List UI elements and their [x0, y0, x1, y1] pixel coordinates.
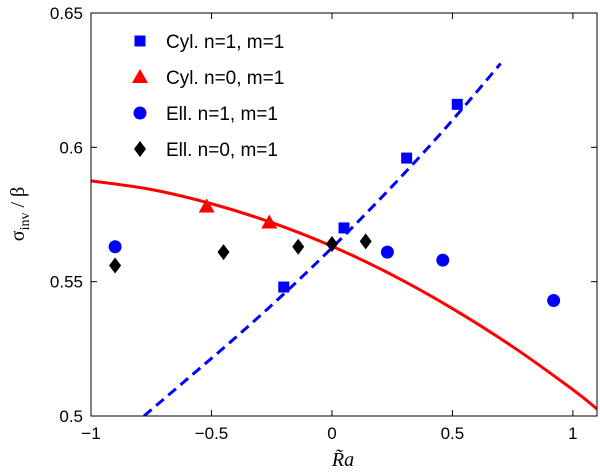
- legend-marker-3: [134, 141, 146, 157]
- legend-marker-0: [134, 35, 146, 47]
- series-2-point: [380, 245, 394, 259]
- y-tick-label: 0.55: [50, 273, 83, 292]
- plot-frame: [90, 12, 598, 417]
- legend-marker-2: [133, 106, 147, 120]
- axis-ticks: −1 −0.5 0 0.5 1 0.5 0.55 0.6 0.65: [50, 4, 597, 443]
- legend-label-1: Cyl. n=0, m=1: [166, 68, 284, 89]
- series-2-point: [108, 240, 122, 254]
- data-markers: [108, 98, 561, 307]
- series-2-point: [436, 253, 450, 267]
- legend: Cyl. n=1, m=1 Cyl. n=0, m=1 Ell. n=1, m=1 E…: [132, 32, 284, 161]
- series-3-point: [217, 244, 230, 261]
- y-tick-label: 0.5: [59, 407, 83, 426]
- series-2-point: [547, 293, 561, 307]
- x-tick-label: −1: [81, 424, 100, 443]
- series-1-point: [198, 198, 215, 213]
- legend-label-2: Ell. n=1, m=1: [166, 104, 278, 125]
- legend-marker-1: [132, 69, 148, 83]
- series-3-point: [109, 257, 122, 274]
- series-1-point: [261, 214, 278, 229]
- x-tick-label: −0.5: [195, 424, 229, 443]
- x-tick-label: 1: [568, 424, 577, 443]
- y-axis-label-symbol: σ: [7, 230, 29, 241]
- y-tick-label: 0.65: [50, 4, 83, 23]
- series-0-point: [451, 98, 463, 110]
- fit-cyl-n0-line: [91, 179, 597, 411]
- x-tick-label: 0.5: [441, 424, 465, 443]
- series-0-point: [401, 152, 413, 164]
- y-axis-label-rest: / β: [7, 187, 29, 213]
- y-axis-label-subscript: inv: [18, 213, 33, 231]
- legend-label-0: Cyl. n=1, m=1: [166, 32, 284, 53]
- x-tick-label: 0: [327, 424, 336, 443]
- series-0-point: [338, 222, 350, 234]
- x-axis-label: R̃a: [331, 448, 354, 471]
- series-0-point: [278, 281, 290, 293]
- y-axis-label: σinv / β: [7, 187, 33, 241]
- series-3-point: [325, 236, 338, 253]
- series-3-point: [292, 238, 305, 255]
- series-3-point: [359, 233, 372, 250]
- fit-cyl-n1-line: [143, 62, 502, 416]
- fit-lines: [91, 62, 597, 416]
- legend-label-3: Ell. n=0, m=1: [166, 140, 278, 161]
- y-tick-label: 0.6: [59, 138, 83, 157]
